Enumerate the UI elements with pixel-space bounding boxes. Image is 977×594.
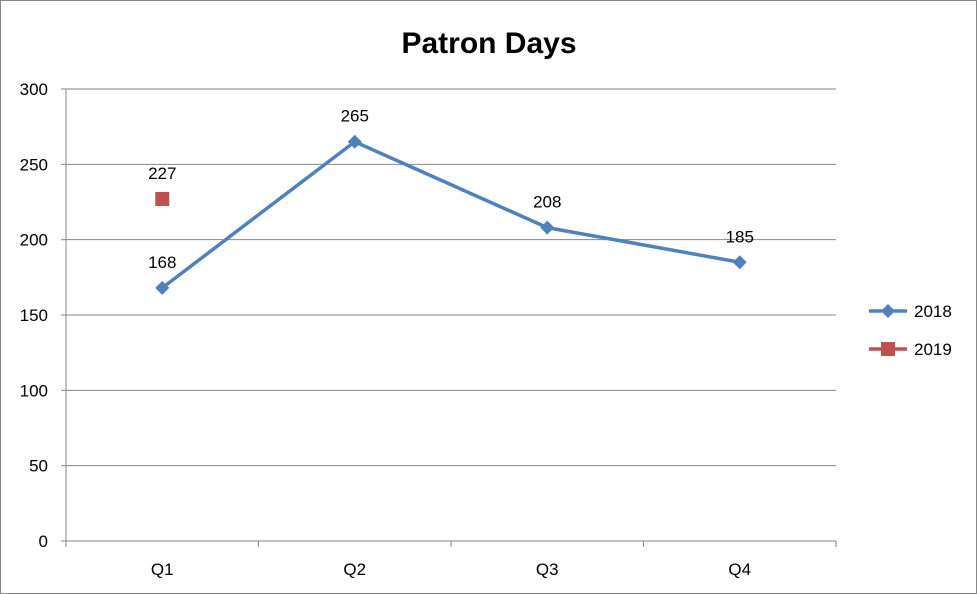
legend-item-2018: 2018 [869, 302, 952, 321]
legend-label: 2019 [914, 340, 952, 359]
legend-marker [881, 304, 895, 318]
data-point [155, 280, 170, 295]
data-label: 265 [341, 107, 369, 126]
legend: 2018 2019 [869, 302, 952, 359]
y-tick-label: 250 [20, 155, 48, 174]
legend-marker [881, 342, 895, 356]
data-labels: 168 265 208 185 227 [148, 107, 754, 272]
data-point [540, 220, 555, 235]
x-tick-label: Q2 [343, 560, 366, 579]
y-tick-label: 200 [20, 231, 48, 250]
data-label: 208 [533, 193, 561, 212]
y-tick-label: 0 [39, 532, 48, 551]
y-tick-label: 50 [29, 457, 48, 476]
series-line [161, 139, 741, 290]
y-tick-label: 150 [20, 306, 48, 325]
data-point [347, 134, 362, 149]
y-tick-label: 100 [20, 381, 48, 400]
data-point [732, 255, 747, 270]
data-label: 185 [726, 227, 754, 246]
x-tick-label: Q4 [728, 560, 751, 579]
series-layer [155, 134, 747, 295]
axes: 0 50 100 150 200 250 300 Q1 Q2 Q3 Q4 [20, 80, 837, 579]
legend-label: 2018 [914, 302, 952, 321]
series-2019 [155, 191, 170, 206]
chart-title: Patron Days [401, 27, 576, 60]
legend-item-2019: 2019 [869, 340, 952, 359]
gridlines [66, 88, 836, 467]
series-2018 [155, 134, 747, 295]
x-tick-label: Q1 [151, 560, 174, 579]
y-tick-label: 300 [20, 80, 48, 99]
x-tick-label: Q3 [536, 560, 559, 579]
data-label: 168 [148, 253, 176, 272]
data-point [155, 191, 170, 206]
data-label: 227 [148, 164, 176, 183]
